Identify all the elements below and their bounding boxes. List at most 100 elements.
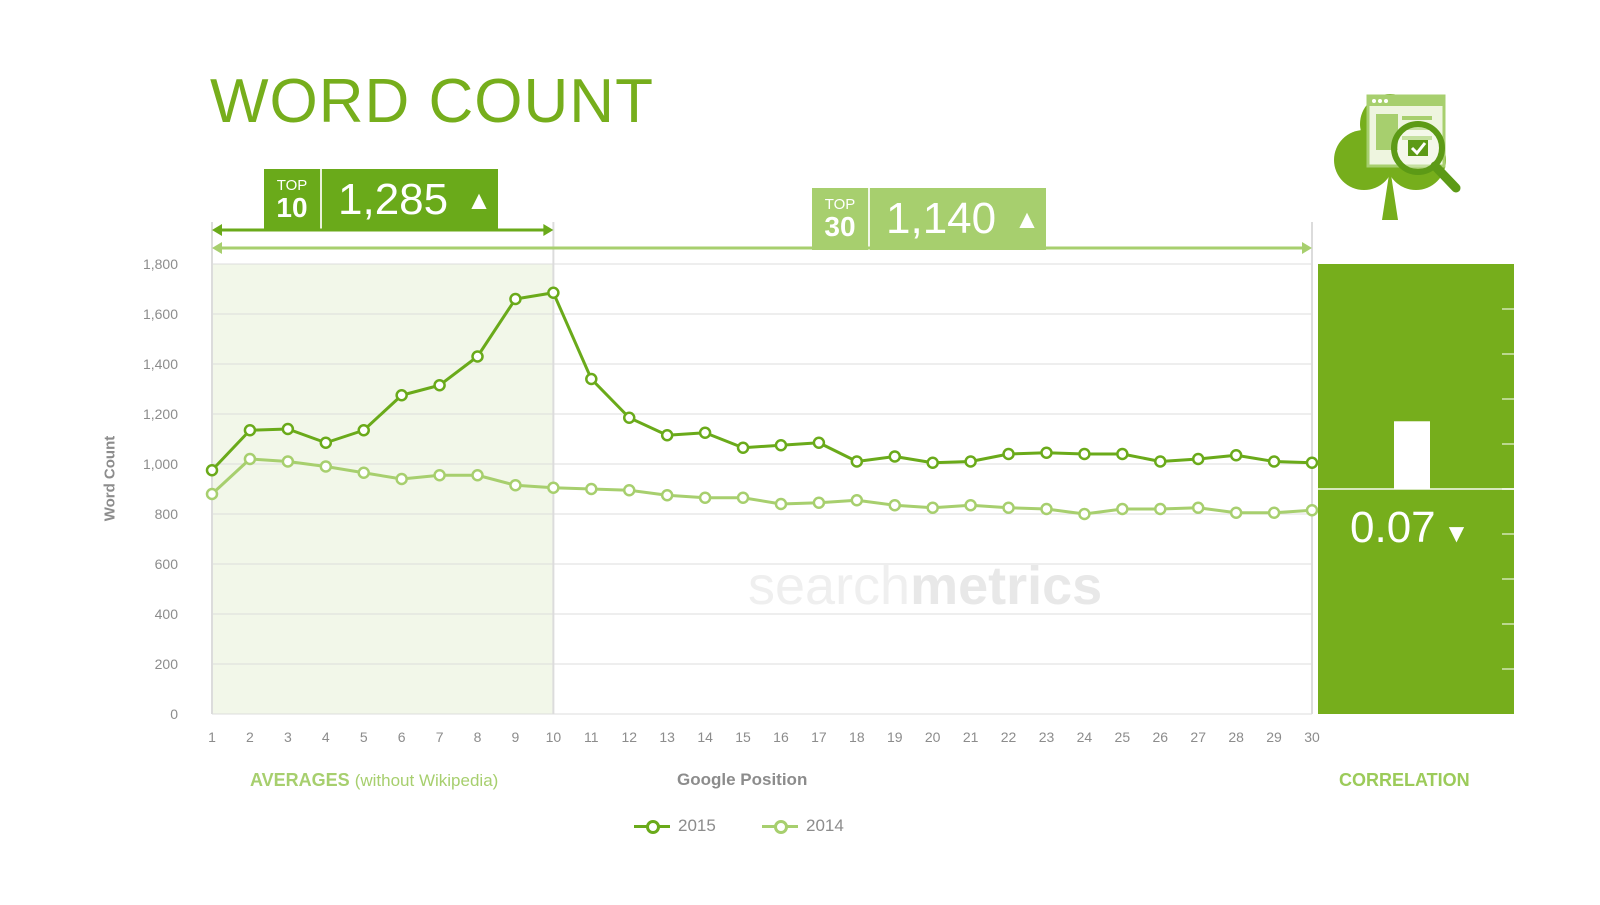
x-tick-label: 26 (1152, 729, 1168, 745)
legend-label-2015: 2015 (678, 816, 716, 835)
x-tick-label: 11 (584, 729, 599, 745)
y-tick-label: 1,000 (143, 456, 178, 472)
x-tick-label: 23 (1039, 729, 1055, 745)
point-2015 (205, 464, 219, 477)
y-tick-label: 800 (155, 506, 179, 522)
x-tick-label: 18 (849, 729, 865, 745)
point-2015 (622, 411, 636, 424)
x-tick-label: 15 (735, 729, 751, 745)
x-tick-label: 19 (887, 729, 903, 745)
top30-value: 1,140 ▲ (870, 188, 1040, 250)
x-tick-label: 10 (546, 729, 562, 745)
point-2014 (1154, 502, 1167, 516)
top30-range-arrow-head-right (1302, 242, 1312, 254)
x-tick-label: 24 (1077, 729, 1093, 745)
point-2015 (471, 350, 484, 363)
point-2015 (1116, 447, 1129, 461)
top10-range-arrow (212, 224, 554, 236)
point-2014 (698, 491, 712, 504)
point-2014 (812, 496, 826, 509)
arrow-down-icon: ▼ (1443, 518, 1470, 548)
point-2014 (622, 484, 636, 497)
point-2014 (547, 481, 560, 494)
y-axis-label: Word Count (101, 435, 119, 522)
x-tick-label: 21 (963, 729, 979, 745)
point-2015 (509, 292, 522, 306)
point-2015 (736, 441, 750, 454)
point-2014 (964, 499, 977, 512)
x-tick-label: 14 (697, 729, 713, 745)
searchmetrics-watermark: searchmetrics (748, 555, 1102, 617)
point-2014 (1305, 504, 1319, 517)
x-tick-label: 2 (246, 729, 254, 745)
legend-swatch-2015 (634, 819, 670, 834)
point-2015 (812, 436, 826, 449)
point-2014 (281, 455, 295, 468)
top10-label-top: TOP (276, 177, 308, 194)
x-tick-label: 5 (360, 729, 368, 745)
y-tick-label: 200 (155, 656, 179, 672)
y-tick-label: 1,400 (143, 356, 178, 372)
watermark-light: search (748, 556, 911, 616)
x-tick-label: 20 (925, 729, 941, 745)
top10-value-text: 1,285 (338, 175, 449, 224)
top10-value: 1,285 ▲ (322, 169, 492, 231)
x-tick-label: 8 (474, 729, 482, 745)
point-2014 (850, 494, 864, 507)
point-2015 (243, 424, 257, 437)
top30-label-num: 30 (824, 211, 856, 242)
averages-caption-sub: (without Wikipedia) (354, 771, 499, 790)
legend-label-2014: 2014 (806, 816, 844, 835)
y-tick-label: 400 (155, 606, 179, 622)
point-2015 (357, 424, 370, 437)
point-2014 (1116, 502, 1129, 516)
chart-title: WORD COUNT (210, 67, 654, 136)
x-tick-label: 12 (621, 729, 637, 745)
x-tick-label: 17 (811, 729, 827, 745)
x-tick-label: 3 (284, 729, 292, 745)
y-tick-label: 1,200 (143, 406, 178, 422)
point-2014 (395, 472, 408, 486)
x-tick-label: 9 (512, 729, 520, 745)
legend-item-2015: 2015 (634, 816, 716, 836)
x-tick-label: 22 (1001, 729, 1017, 745)
point-2014 (319, 460, 333, 473)
point-2015 (433, 379, 446, 392)
x-tick-label: 25 (1115, 729, 1131, 745)
top30-label: TOP 30 (812, 188, 870, 250)
top10-average-badge: TOP 10 1,285 ▲ (264, 169, 498, 231)
point-2015 (660, 429, 674, 442)
point-2015 (926, 456, 939, 469)
point-2015 (1002, 447, 1015, 461)
correlation-caption: CORRELATION (1339, 770, 1470, 790)
point-2014 (1191, 501, 1205, 514)
point-2014 (1267, 506, 1281, 519)
top30-average-badge: TOP 30 1,140 ▲ (812, 188, 1046, 250)
x-tick-label: 1 (208, 729, 216, 745)
point-2015 (698, 426, 712, 439)
x-tick-label: 4 (322, 729, 330, 745)
point-2015 (1078, 447, 1091, 461)
point-2015 (281, 422, 295, 436)
top10-label: TOP 10 (264, 169, 322, 231)
point-2015 (888, 450, 902, 463)
x-tick-label: 16 (773, 729, 789, 745)
correlation-bar (1394, 421, 1430, 489)
point-2015 (1040, 446, 1053, 459)
point-2014 (1040, 502, 1053, 516)
averages-caption-main: AVERAGES (250, 770, 350, 790)
point-2014 (585, 482, 598, 496)
top30-range-arrow (212, 242, 1312, 254)
point-2015 (1267, 455, 1281, 468)
averages-caption: AVERAGES (without Wikipedia) (250, 770, 498, 791)
watermark-bold: metrics (910, 556, 1103, 616)
point-2015 (547, 286, 560, 299)
y-tick-label: 0 (170, 706, 178, 722)
correlation-value: 0.07 ▼ (1350, 503, 1469, 553)
x-tick-label: 7 (436, 729, 444, 745)
y-tick-label: 1,600 (143, 306, 178, 322)
point-2014 (1229, 506, 1243, 519)
x-tick-label: 28 (1228, 729, 1244, 745)
top30-range-arrow-head-left (212, 242, 222, 254)
point-2015 (1191, 452, 1205, 466)
